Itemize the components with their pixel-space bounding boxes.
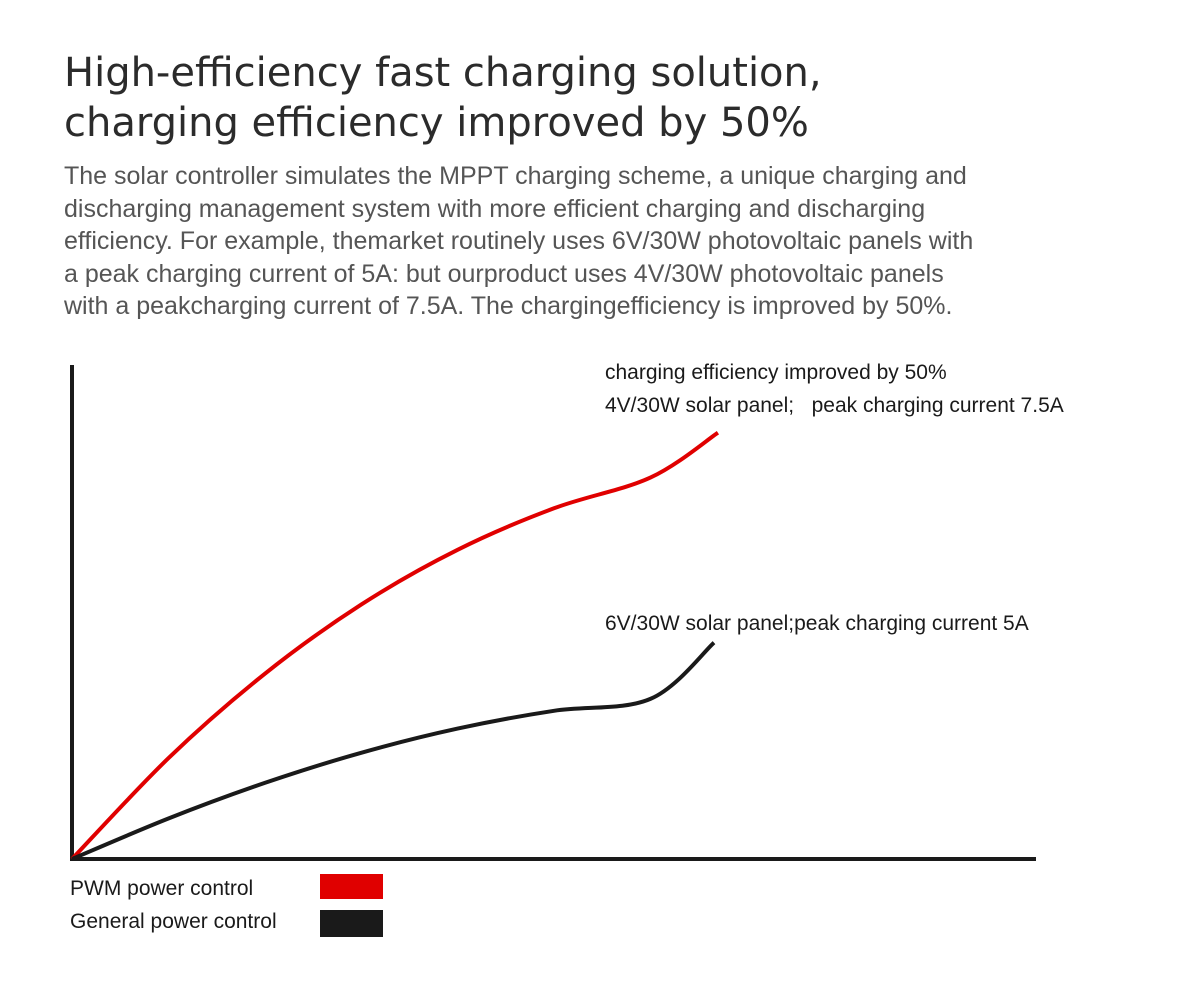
legend-swatch-pwm <box>320 874 383 899</box>
description-line: a peak charging current of 5A: but ourpr… <box>64 259 944 288</box>
description: The solar controller simulates the MPPT … <box>64 160 1154 323</box>
title-line-2: charging efficiency improved by 50% <box>64 100 809 146</box>
red-annotation-line-2: 4V/30W solar panel; peak charging curren… <box>605 394 1064 417</box>
legend-swatch-general <box>320 910 383 937</box>
legend-label-general: General power control <box>70 910 277 933</box>
pwm-series-line <box>70 431 720 861</box>
charging-chart: charging efficiency improved by 50% 4V/3… <box>70 361 1064 937</box>
red-annotation-line-1: charging efficiency improved by 50% <box>605 361 947 384</box>
title-line-1: High-efficiency fast charging solution, <box>64 50 822 96</box>
page-title: High-efficiency fast charging solution, … <box>64 48 1164 148</box>
description-line: discharging management system with more … <box>64 194 926 223</box>
description-line: efficiency. For example, themarket routi… <box>64 227 974 255</box>
description-line: The solar controller simulates the MPPT … <box>64 162 967 190</box>
black-annotation-line-1: 6V/30W solar panel;peak charging current… <box>605 612 1029 635</box>
legend-label-pwm: PWM power control <box>70 877 253 900</box>
description-line: with a peakcharging current of 7.5A. The… <box>64 292 953 320</box>
general-series-line <box>71 641 716 861</box>
